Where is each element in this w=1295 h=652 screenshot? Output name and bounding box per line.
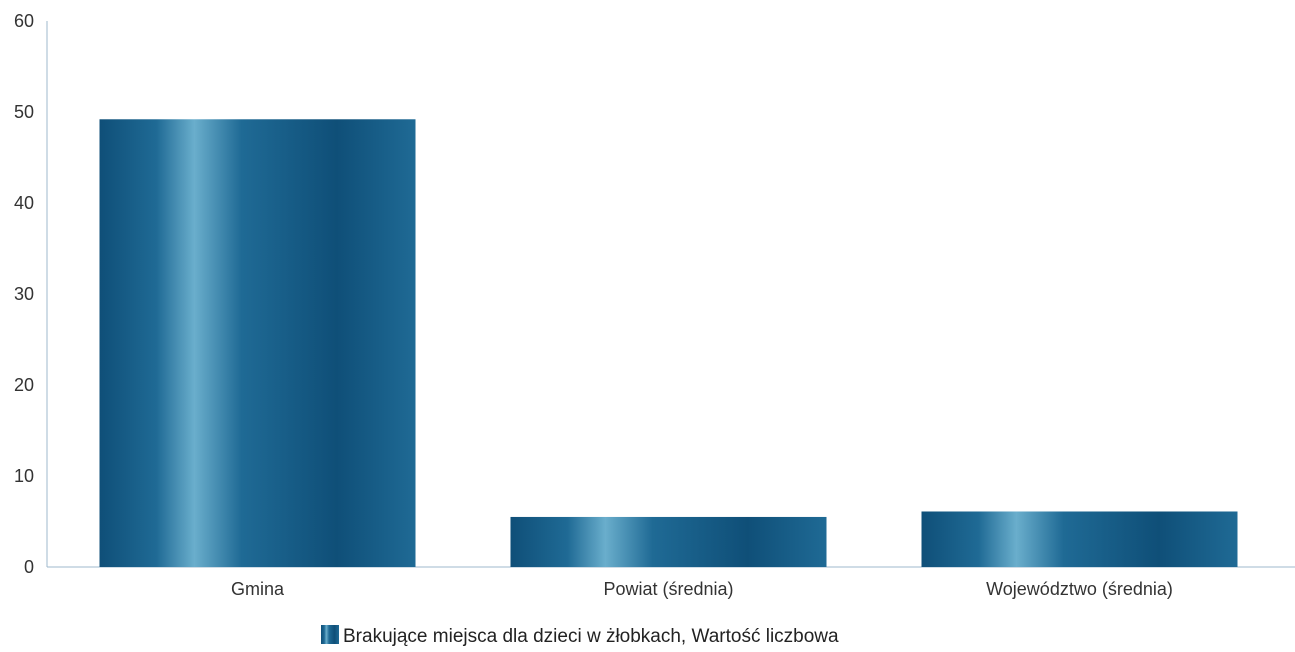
bars xyxy=(99,119,1238,567)
y-tick-label: 30 xyxy=(14,284,34,304)
bar xyxy=(510,516,827,567)
y-tick-label: 20 xyxy=(14,375,34,395)
y-tick-label: 50 xyxy=(14,102,34,122)
x-tick-label: Powiat (średnia) xyxy=(603,579,733,599)
bar xyxy=(921,511,1238,567)
x-axis-labels: Gmina Powiat (średnia) Województwo (średni… xyxy=(231,579,1173,599)
y-tick-label: 0 xyxy=(24,557,34,577)
legend: Brakujące miejsca dla dzieci w żłobkach,… xyxy=(321,625,839,647)
y-tick-label: 40 xyxy=(14,193,34,213)
x-tick-label: Województwo (średnia) xyxy=(986,579,1173,599)
y-axis-ticks: 0 10 20 30 40 50 60 xyxy=(14,11,34,577)
legend-swatch xyxy=(321,625,339,644)
y-tick-label: 60 xyxy=(14,11,34,31)
legend-label: Brakujące miejsca dla dzieci w żłobkach,… xyxy=(343,626,839,647)
bar xyxy=(99,119,416,567)
y-tick-label: 10 xyxy=(14,466,34,486)
x-tick-label: Gmina xyxy=(231,579,285,599)
